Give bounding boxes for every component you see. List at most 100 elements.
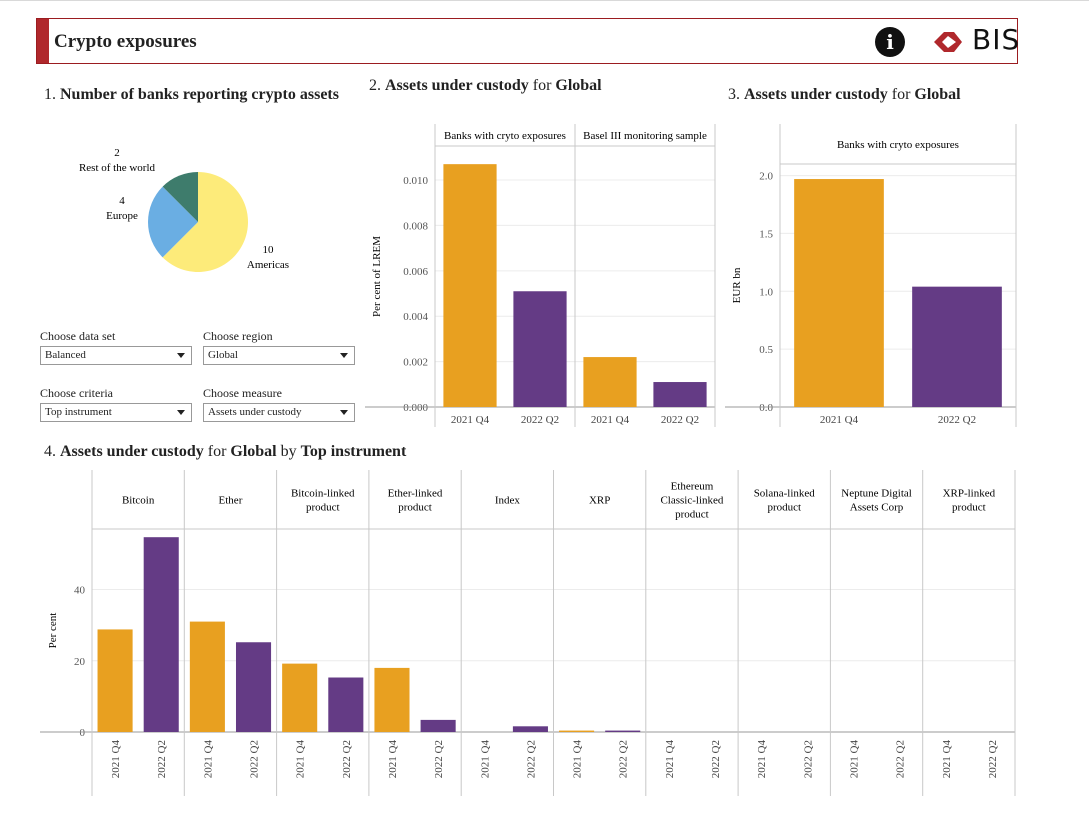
- bar: [559, 730, 595, 732]
- bar: [605, 730, 641, 732]
- y-tick-label: 40: [74, 585, 86, 597]
- y-tick-label: 0.5: [759, 344, 773, 356]
- pie-value-label: 2: [114, 147, 120, 159]
- x-tick-label: 2021 Q4: [110, 740, 122, 779]
- y-tick-label: 0.000: [403, 402, 428, 414]
- x-tick-label: 2021 Q4: [756, 740, 768, 779]
- bar: [189, 621, 225, 732]
- section1-title: 1. Number of banks reporting crypto asse…: [44, 86, 339, 103]
- pie-slice-label: Americas: [247, 259, 289, 271]
- measure-select[interactable]: Assets under custody: [203, 403, 355, 422]
- y-tick-label: 0.002: [403, 357, 428, 369]
- chart-eur-bn: 0.0 0.5 1.0 1.5 2.0 EUR bn Banks with cryto ex…: [725, 124, 1017, 427]
- x-tick-label: 2021 Q4: [591, 414, 630, 426]
- bar: [653, 382, 707, 407]
- x-tick-label: 2021 Q4: [295, 740, 307, 779]
- y-tick-label: 0.004: [403, 311, 428, 323]
- measure-label: Choose measure: [203, 386, 282, 400]
- pie-chart: 10 Americas 4 Europe 2 Rest of the world: [79, 147, 289, 272]
- page-title: Crypto exposures: [54, 31, 197, 52]
- x-tick-label: 2021 Q4: [202, 740, 214, 779]
- chart-by-instrument: 0 20 40 Per cent Bitcoin 2021 Q4 2022 Q2 Ether 2…: [40, 470, 1016, 796]
- y-tick-label: 0.006: [403, 266, 428, 278]
- x-tick-label: 2022 Q2: [802, 740, 814, 778]
- bar: [512, 726, 548, 732]
- x-tick-label: 2022 Q2: [341, 740, 353, 778]
- x-tick-label: 2022 Q2: [987, 740, 999, 778]
- y-tick-label: 1.0: [759, 286, 773, 298]
- bar: [143, 537, 179, 732]
- x-tick-label: 2022 Q2: [661, 414, 699, 426]
- x-tick-label: 2021 Q4: [664, 740, 676, 779]
- bar: [420, 719, 456, 732]
- panel-header: Banks with cryto exposures: [444, 130, 566, 142]
- x-tick-label: 2022 Q2: [249, 740, 261, 778]
- panel-header: Banks with cryto exposures: [837, 139, 959, 151]
- bar: [328, 677, 364, 732]
- panel-header: Ether: [219, 495, 243, 507]
- region-label: Choose region: [203, 329, 273, 343]
- x-tick-label: 2022 Q2: [525, 740, 537, 778]
- pie-slice: [162, 172, 248, 272]
- criteria-value: Top instrument: [45, 406, 112, 418]
- measure-value: Assets under custody: [208, 406, 302, 418]
- chevron-down-icon: [177, 410, 185, 415]
- x-tick-label: 2022 Q2: [521, 414, 559, 426]
- header-accent: [37, 19, 49, 63]
- header-bar: Crypto exposures i BIS: [36, 18, 1021, 64]
- x-tick-label: 2022 Q2: [895, 740, 907, 778]
- panel-header: Neptune Digital Assets Corp: [841, 488, 912, 514]
- region-select[interactable]: Global: [203, 346, 355, 365]
- y-tick-label: 2.0: [759, 171, 773, 183]
- x-tick-label: 2021 Q4: [479, 740, 491, 779]
- chevron-down-icon: [340, 353, 348, 358]
- dataset-select[interactable]: Balanced: [40, 346, 192, 365]
- info-icon[interactable]: i: [875, 27, 905, 57]
- section3-title: 3. Assets under custody for Global: [728, 86, 961, 103]
- x-tick-label: 2021 Q4: [848, 740, 860, 779]
- region-value: Global: [208, 349, 238, 361]
- criteria-select[interactable]: Top instrument: [40, 403, 192, 422]
- x-tick-label: 2022 Q2: [156, 740, 168, 778]
- panel-header: Index: [495, 495, 521, 507]
- y-axis-label: Per cent of LREM: [371, 236, 383, 317]
- chevron-down-icon: [340, 410, 348, 415]
- pie-slice: [148, 186, 198, 258]
- pie-slice-label: Europe: [106, 210, 138, 222]
- x-tick-label: 2021 Q4: [820, 414, 859, 426]
- y-tick-label: 1.5: [759, 228, 773, 240]
- x-tick-label: 2022 Q2: [938, 414, 976, 426]
- section2-title: 2. Assets under custody for Global: [369, 77, 602, 94]
- x-tick-label: 2022 Q2: [710, 740, 722, 778]
- bar: [235, 642, 272, 732]
- panel-header: Ethereum Classic-linked product: [660, 481, 723, 521]
- y-tick-label: 20: [74, 656, 86, 668]
- pie-slice-label: Rest of the world: [79, 162, 156, 174]
- x-tick-label: 2022 Q2: [618, 740, 630, 778]
- bar: [443, 164, 497, 407]
- pie-value-label: 10: [263, 244, 275, 256]
- y-tick-label: 0: [80, 727, 86, 739]
- chevron-down-icon: [177, 353, 185, 358]
- bis-logo-text: BIS: [972, 23, 1021, 56]
- panel-header: XRP: [589, 495, 610, 507]
- bar: [97, 629, 133, 732]
- panel-header: Solana-linked product: [754, 488, 816, 514]
- bar: [374, 667, 410, 732]
- pie-slice: [162, 172, 198, 222]
- bar: [912, 286, 1002, 407]
- x-tick-label: 2021 Q4: [941, 740, 953, 779]
- criteria-label: Choose criteria: [40, 386, 113, 400]
- panel-header: Bitcoin: [122, 495, 155, 507]
- y-tick-label: 0.008: [403, 220, 428, 232]
- bar: [583, 357, 637, 407]
- x-tick-label: 2021 Q4: [451, 414, 490, 426]
- y-axis-label: Per cent: [47, 613, 59, 649]
- x-tick-label: 2021 Q4: [572, 740, 584, 779]
- panel-header: Bitcoin-linked product: [291, 488, 355, 514]
- top-border: [0, 0, 1089, 1]
- x-tick-label: 2021 Q4: [387, 740, 399, 779]
- panel-header: XRP-linked product: [943, 488, 996, 514]
- x-tick-label: 2022 Q2: [433, 740, 445, 778]
- dataset-value: Balanced: [45, 349, 86, 361]
